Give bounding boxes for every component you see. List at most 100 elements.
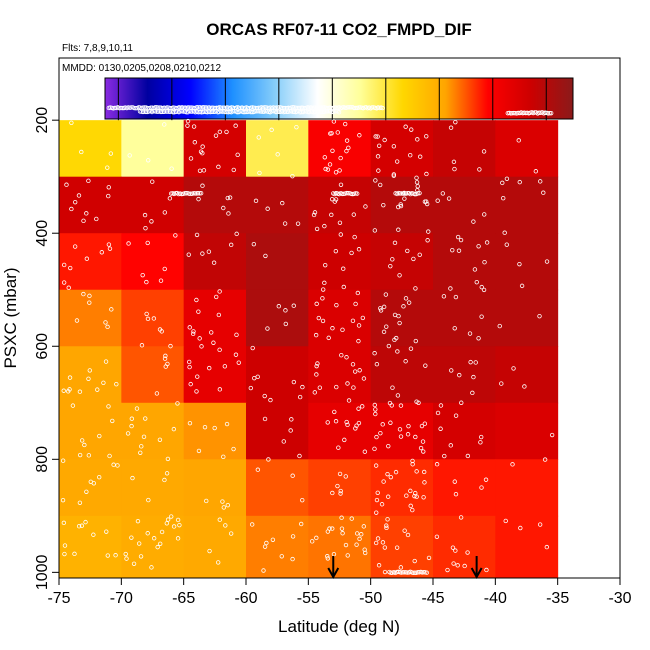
heatmap-cell (121, 459, 185, 517)
sample-point (133, 105, 138, 111)
sample-point (330, 148, 335, 153)
sample-point (289, 417, 294, 422)
sample-point (146, 158, 151, 163)
sample-point (107, 453, 112, 459)
sample-point (349, 191, 354, 197)
sample-point (468, 359, 473, 365)
sample-point (79, 523, 85, 528)
sample-point (221, 505, 227, 510)
x-tick-label: -60 (234, 590, 257, 607)
sample-point (398, 203, 404, 209)
sample-point (405, 532, 411, 538)
sample-point (257, 170, 262, 176)
sample-point (315, 109, 321, 115)
sample-point (64, 182, 69, 187)
sample-point (516, 110, 521, 116)
sample-point (238, 109, 243, 114)
sample-point (330, 326, 335, 331)
x-tick-label: -45 (421, 590, 444, 607)
sample-point (185, 123, 190, 128)
sample-point (390, 385, 395, 390)
sample-point (502, 230, 507, 235)
sample-point (166, 109, 171, 114)
heatmap-cell (433, 176, 496, 234)
sample-point (422, 480, 427, 485)
sample-point (412, 191, 418, 197)
sample-point (401, 304, 406, 309)
heatmap-cell (495, 346, 559, 404)
sample-point (417, 154, 423, 159)
sample-point (103, 359, 109, 364)
sample-point (290, 534, 296, 539)
sample-point (182, 191, 187, 196)
sample-point (482, 212, 487, 217)
sample-point (248, 109, 253, 115)
sample-point (186, 359, 192, 365)
sample-point (157, 327, 163, 332)
sample-point (373, 178, 378, 183)
heatmap-cell (370, 515, 434, 579)
sample-point (398, 565, 404, 570)
sample-point (337, 168, 342, 173)
heatmap-cell (246, 120, 309, 178)
sample-point (309, 539, 315, 544)
sample-point (171, 524, 177, 529)
sample-point (415, 191, 421, 196)
sample-point (151, 316, 157, 321)
sample-point (143, 416, 148, 421)
heatmap-cell (59, 459, 122, 517)
heatmap-cell (495, 515, 559, 579)
sample-point (510, 462, 515, 467)
sample-point (266, 457, 271, 462)
sample-point (61, 388, 66, 393)
sample-point (409, 127, 414, 132)
sample-point (294, 124, 299, 130)
sample-point (355, 191, 360, 196)
sample-point (188, 156, 194, 161)
sample-point (165, 517, 171, 522)
sample-point (118, 105, 124, 111)
sample-point (388, 474, 394, 480)
sample-point (446, 196, 452, 201)
sample-point (105, 553, 110, 558)
sample-point (382, 545, 388, 550)
sample-point (114, 381, 119, 387)
sample-point (143, 225, 148, 231)
sample-point (414, 399, 419, 404)
heatmap-cell (59, 515, 122, 579)
sample-point (120, 105, 125, 111)
heatmap-cell (308, 289, 372, 347)
sample-point (338, 232, 344, 237)
sample-point (217, 129, 223, 135)
sample-point (67, 375, 73, 380)
heatmap-cell (121, 289, 185, 347)
sample-point (547, 110, 552, 116)
heatmap-cell (433, 402, 496, 460)
sample-point (476, 336, 481, 341)
sample-point (355, 290, 361, 296)
sample-point (332, 199, 338, 204)
sample-point (224, 129, 229, 135)
sample-point (79, 438, 85, 443)
sample-point (262, 416, 268, 422)
sample-point (110, 418, 115, 424)
sample-point (538, 179, 543, 184)
sample-point (403, 359, 408, 364)
sample-point (413, 338, 419, 344)
sample-point (410, 462, 415, 467)
sample-point (325, 554, 330, 559)
sample-point (192, 191, 198, 196)
heatmap-cell (433, 515, 496, 579)
sample-point (262, 544, 268, 549)
sample-point (453, 119, 458, 125)
sample-point (372, 351, 377, 356)
heatmap-cell (246, 515, 309, 579)
sample-point (91, 481, 97, 486)
x-axis-label: Latitude (deg N) (278, 617, 400, 636)
sample-point (196, 309, 201, 314)
sample-point (340, 327, 345, 333)
sample-point (300, 497, 305, 503)
sample-point (308, 109, 313, 114)
sample-point (175, 536, 181, 541)
sample-point (332, 409, 337, 415)
